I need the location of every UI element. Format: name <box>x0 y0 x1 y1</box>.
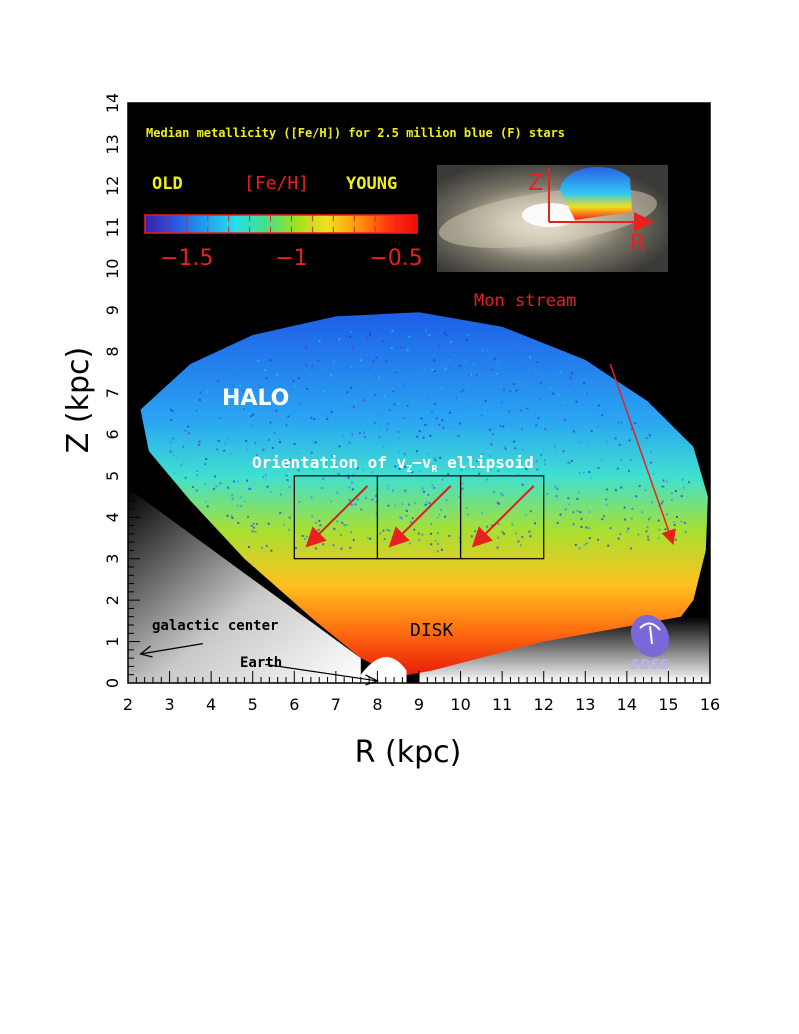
y-tick-label: 13 <box>103 134 122 154</box>
ellipsoid-sub-z: Z <box>406 464 412 475</box>
sdss-logo-text: SDSS <box>630 658 668 673</box>
inset-z-label: Z <box>528 171 543 196</box>
ellipsoid-sub-r: R <box>431 464 438 475</box>
earth-label: Earth <box>240 655 282 671</box>
x-tick-label: 15 <box>658 695 678 714</box>
inset-r-label: R <box>630 231 645 256</box>
y-tick-label: 2 <box>103 595 122 605</box>
y-tick-label: 5 <box>103 471 122 481</box>
ellipsoid-boxes <box>293 475 545 560</box>
y-tick-label: 14 <box>103 93 122 113</box>
mon-stream-arrow <box>609 363 676 545</box>
y-tick-label: 6 <box>103 429 122 439</box>
y-tick-label: 11 <box>103 217 122 237</box>
x-tick-label: 7 <box>331 695 341 714</box>
mon-stream-label: Mon stream <box>474 291 576 311</box>
ellipsoid-arrow <box>471 485 535 548</box>
x-tick-label: 14 <box>617 695 637 714</box>
y-tick-label: 12 <box>103 176 122 196</box>
colorbar-title: [Fe/H] <box>244 173 309 194</box>
figure-title: Median metallicity ([Fe/H]) for 2.5 mill… <box>146 126 565 140</box>
ellipsoid-arrow <box>388 485 452 548</box>
colorbar-tick-labels: −1.5 −1 −0.5 <box>160 246 423 271</box>
x-tick-label: 9 <box>414 695 424 714</box>
galactic-center-glow <box>128 488 361 683</box>
sdss-logo: SDSS <box>630 614 670 673</box>
metallicity-map <box>140 312 708 677</box>
x-tick-label: 6 <box>289 695 299 714</box>
y-tick-label: 8 <box>103 346 122 356</box>
galactic-center-arrowhead <box>139 645 153 658</box>
y-tick-label: 1 <box>103 636 122 646</box>
ellipsoid-arrow <box>305 485 369 548</box>
x-tick-label: 2 <box>123 695 133 714</box>
y-tick-label: 0 <box>103 678 122 688</box>
y-tick-label: 7 <box>103 388 122 398</box>
colorbar-left-label: OLD <box>152 174 183 194</box>
x-tick-label: 12 <box>534 695 554 714</box>
galaxy-inset: Z R <box>437 165 668 272</box>
galactic-center-arrow <box>140 643 203 655</box>
ellipsoid-label: Orientation of vZ−vR ellipsoid <box>252 453 534 475</box>
metallicity-map-pixels <box>169 329 690 553</box>
y-tick-label: 9 <box>103 305 122 315</box>
x-tick-label: 13 <box>575 695 595 714</box>
colorbar-tick-label: −1.5 <box>160 246 213 271</box>
colorbar <box>144 214 418 234</box>
x-axis-ticks: 2 3 4 5 6 7 8 9 10 11 12 13 14 15 16 <box>123 671 720 714</box>
colorbar-ticks <box>165 215 397 233</box>
colorbar-right-label: YOUNG <box>346 174 397 194</box>
ellipsoid-box <box>459 475 545 560</box>
y-tick-label: 4 <box>103 512 122 522</box>
galactic-center-label: galactic center <box>152 618 278 634</box>
colorbar-tick-label: −0.5 <box>369 246 422 271</box>
earth-notch <box>360 657 407 683</box>
earth-arrow <box>265 663 378 682</box>
x-tick-label: 10 <box>450 695 470 714</box>
x-axis-title: R (kpc) <box>355 735 462 770</box>
x-tick-label: 3 <box>164 695 174 714</box>
x-tick-label: 5 <box>248 695 258 714</box>
x-tick-label: 4 <box>206 695 216 714</box>
x-tick-label: 11 <box>492 695 512 714</box>
y-axis-title: Z (kpc) <box>61 347 96 453</box>
halo-label: HALO <box>222 386 289 411</box>
y-tick-label: 3 <box>103 554 122 564</box>
y-tick-label: 10 <box>103 259 122 279</box>
disk-label: DISK <box>410 620 454 641</box>
colorbar-tick-label: −1 <box>275 246 307 271</box>
x-tick-label: 16 <box>700 695 720 714</box>
x-tick-label: 8 <box>372 695 382 714</box>
